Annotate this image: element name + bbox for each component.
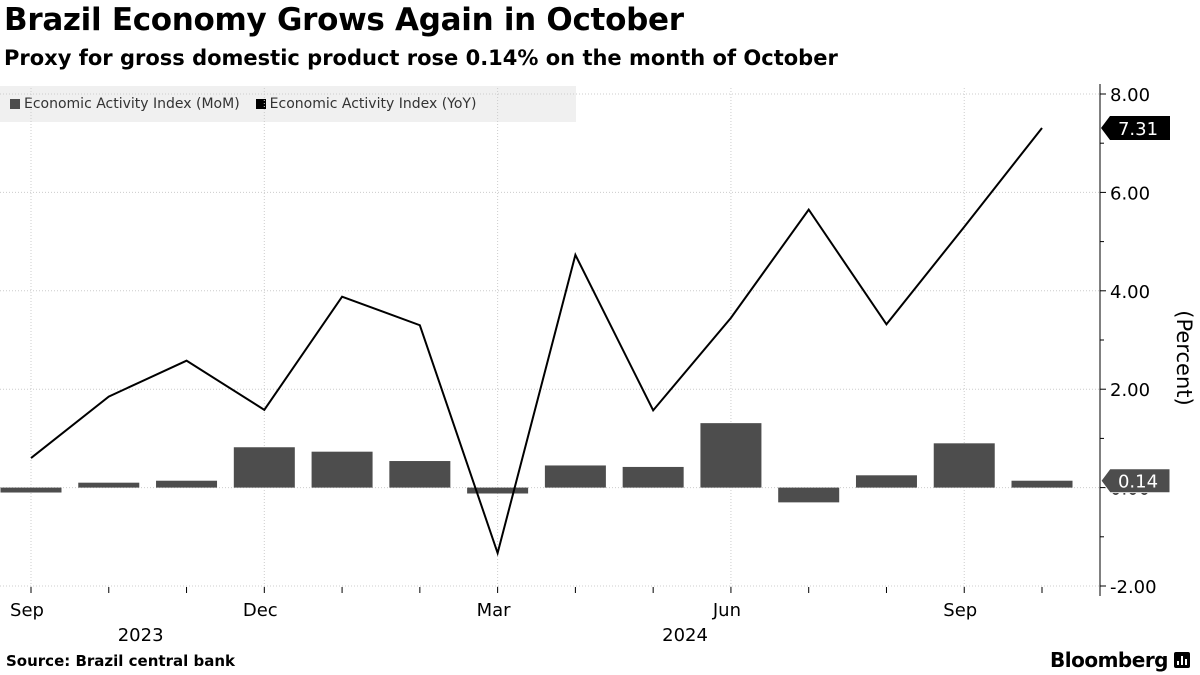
legend: Economic Activity Index (MoM) Economic A… <box>0 86 576 122</box>
bar-mom <box>544 465 606 488</box>
bar-mom <box>78 482 140 488</box>
x-year-label: 2024 <box>662 625 708 646</box>
y-tick-label: 2.00 <box>1110 380 1150 401</box>
y-axis-label: (Percent) <box>1172 310 1196 405</box>
y-tick-label: 4.00 <box>1110 282 1150 303</box>
chart-subtitle: Proxy for gross domestic product rose 0.… <box>4 46 838 70</box>
legend-swatch-mom <box>10 99 20 109</box>
bar-mom <box>700 423 762 488</box>
bar-mom <box>622 466 684 488</box>
callout-mom: 0.14 <box>1100 468 1171 494</box>
bar-mom <box>855 475 917 488</box>
x-tick-label: Jun <box>712 600 741 621</box>
callout-yoy-label: 7.31 <box>1118 119 1158 140</box>
bar-mom <box>233 447 295 488</box>
callout-mom-label: 0.14 <box>1118 472 1158 493</box>
callout-yoy: 7.31 <box>1101 115 1170 140</box>
brand-logo: Bloomberg <box>1050 648 1168 672</box>
bar-mom <box>467 487 529 494</box>
line-yoy <box>30 127 1043 557</box>
bar-mom <box>311 451 373 488</box>
x-tick-label: Mar <box>477 600 512 621</box>
callout-yoy-box <box>1101 115 1170 140</box>
legend-label-yoy: Economic Activity Index (YoY) <box>269 96 477 112</box>
bloomberg-chart-icon <box>1174 652 1190 668</box>
legend-item-mom: Economic Activity Index (MoM) <box>10 96 240 112</box>
chart-title: Brazil Economy Grows Again in October <box>4 2 684 38</box>
legend-label-mom: Economic Activity Index (MoM) <box>24 96 240 112</box>
bar-mom <box>156 480 218 488</box>
x-year-label: 2023 <box>118 625 164 646</box>
bar-mom <box>389 461 451 488</box>
bar-mom <box>778 487 840 503</box>
legend-swatch-yoy <box>255 99 266 109</box>
bar-mom <box>0 487 62 493</box>
x-tick-label: Sep <box>10 600 44 621</box>
y-tick-label: -2.00 <box>1110 577 1157 598</box>
callout-mom-box <box>1100 468 1171 494</box>
x-tick-label: Sep <box>943 600 977 621</box>
x-tick-label: Dec <box>243 600 278 621</box>
bar-mom <box>1011 480 1073 488</box>
legend-item-yoy: Economic Activity Index (YoY) <box>255 96 477 112</box>
y-tick-label: 6.00 <box>1110 183 1150 204</box>
source-note: Source: Brazil central bank <box>6 652 235 670</box>
bar-mom <box>933 443 995 488</box>
y-tick-label: 8.00 <box>1110 85 1150 106</box>
